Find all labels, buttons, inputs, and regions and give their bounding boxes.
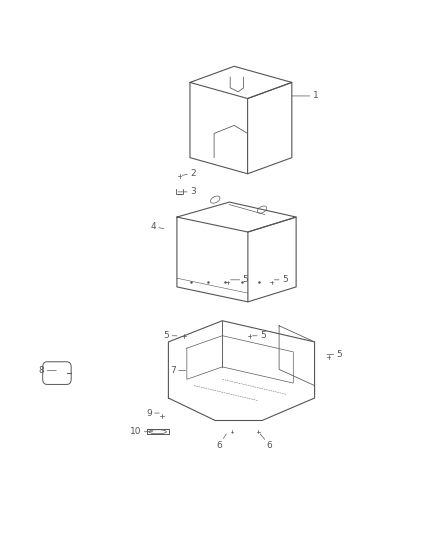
Text: 3: 3	[178, 188, 196, 196]
Text: 6: 6	[216, 434, 226, 449]
Text: 1: 1	[292, 92, 318, 100]
Text: 5: 5	[274, 276, 288, 284]
Text: 2: 2	[182, 169, 195, 177]
Text: 8: 8	[39, 366, 57, 375]
Text: 9: 9	[146, 409, 159, 417]
Text: 4: 4	[151, 222, 164, 231]
Text: 5: 5	[252, 332, 266, 340]
Text: 6: 6	[260, 434, 272, 449]
Text: 5: 5	[230, 276, 248, 284]
Text: 5: 5	[163, 332, 177, 340]
Text: 5: 5	[327, 350, 343, 359]
Text: 7: 7	[170, 366, 186, 375]
Text: 10: 10	[130, 427, 153, 436]
